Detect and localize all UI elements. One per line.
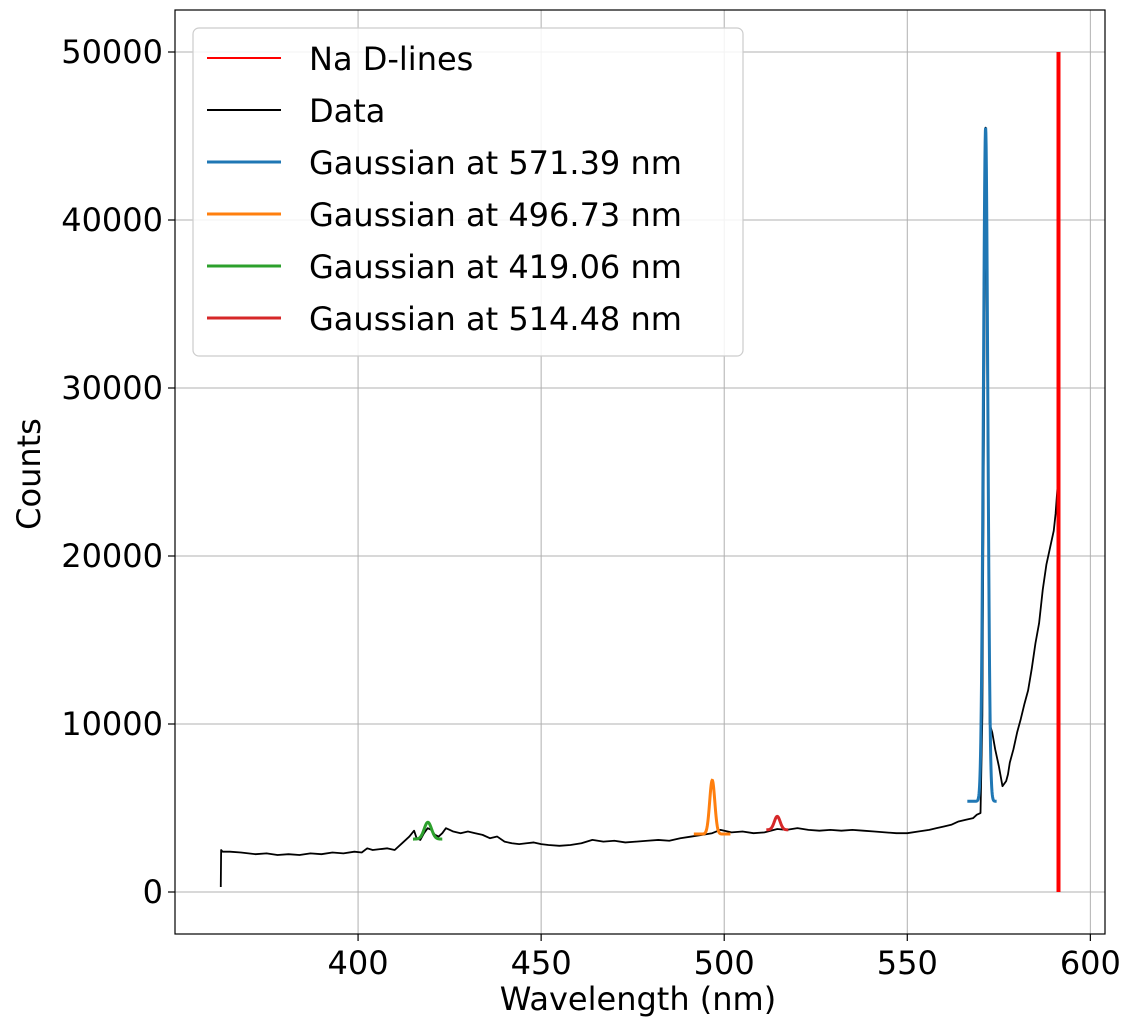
y-tick-label: 40000 [61,201,163,239]
legend-entry-label: Data [309,92,385,130]
y-tick-label: 50000 [61,33,163,71]
legend-entry-label: Na D-lines [309,40,473,78]
y-tick-label: 20000 [61,537,163,575]
legend-entry-label: Gaussian at 419.06 nm [309,248,682,286]
x-tick-label: 500 [694,944,755,982]
x-tick-label: 400 [328,944,389,982]
x-tick-label: 450 [511,944,572,982]
gaussian-at-496-73-nm-curve [693,778,731,836]
gaussian-at-571-39-nm-curve [967,127,997,803]
y-tick-label: 10000 [61,705,163,743]
x-tick-label: 550 [877,944,938,982]
legend-box [192,27,744,357]
legend-entry-label: Gaussian at 514.48 nm [309,300,682,338]
gaussian-at-419-06-nm-curve [412,820,443,841]
x-axis-label: Wavelength (nm) [500,980,776,1018]
plot-frame [174,9,1106,935]
y-tick-label: 0 [143,873,163,911]
series-layer [219,52,1061,892]
y-axis-label: Counts [10,418,48,530]
data-line [219,126,1059,887]
y-tick-label: 30000 [61,369,163,407]
legend: Na D-lines Data Gaussian at 571.39 nm Gauss… [192,27,744,357]
legend-entry-label: Gaussian at 571.39 nm [309,144,682,182]
x-tick-label: 600 [1060,944,1121,982]
gaussian-at-514-48-nm-curve [766,814,789,832]
legend-entry-label: Gaussian at 496.73 nm [309,196,682,234]
y-axis-ticks: 0 10000 20000 30000 40000 50000 [61,33,175,911]
x-axis-ticks: 400 450 500 550 600 [328,934,1121,982]
